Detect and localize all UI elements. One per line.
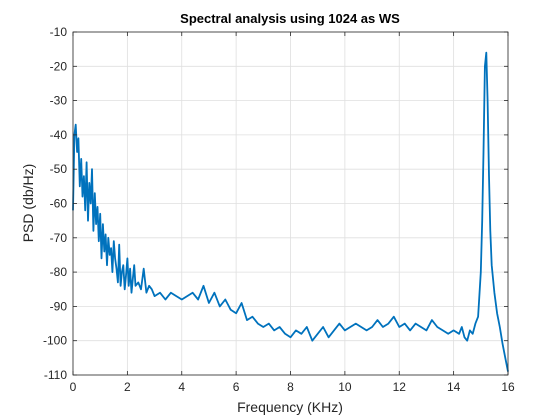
x-tick-label: 14 — [447, 380, 461, 394]
y-tick-label: -20 — [50, 59, 68, 73]
y-tick-label: -110 — [44, 368, 67, 382]
y-tick-label: -80 — [50, 265, 68, 279]
y-tick-labels: -10 -20 -30 -40 -50 -60 -70 -80 -90 -100 -110 — [43, 25, 67, 382]
series-layer — [72, 51, 509, 372]
y-tick-label: -70 — [50, 231, 68, 245]
x-axis-label: Frequency (KHz) — [237, 399, 343, 415]
x-tick-label: 4 — [178, 380, 185, 394]
y-tick-label: -90 — [50, 299, 68, 313]
y-tick-label: -50 — [50, 162, 68, 176]
x-tick-labels: 0 2 4 6 8 10 12 14 16 — [70, 380, 515, 394]
x-tick-label: 2 — [124, 380, 131, 394]
y-tick-label: -100 — [43, 334, 67, 348]
y-axis-label: PSD (db/Hz) — [20, 164, 36, 243]
y-tick-label: -60 — [50, 197, 68, 211]
chart-title: Spectral analysis using 1024 as WS — [180, 11, 400, 26]
x-tick-label: 10 — [338, 380, 352, 394]
x-tick-label: 8 — [287, 380, 294, 394]
psd-series-line — [72, 51, 509, 372]
y-tick-label: -30 — [50, 94, 68, 108]
x-tick-label: 16 — [501, 380, 515, 394]
x-tick-label: 6 — [233, 380, 240, 394]
tick-marks — [72, 31, 509, 376]
y-tick-label: -10 — [50, 25, 68, 39]
x-tick-label: 0 — [70, 380, 77, 394]
x-tick-label: 12 — [393, 380, 407, 394]
y-tick-label: -40 — [50, 128, 68, 142]
